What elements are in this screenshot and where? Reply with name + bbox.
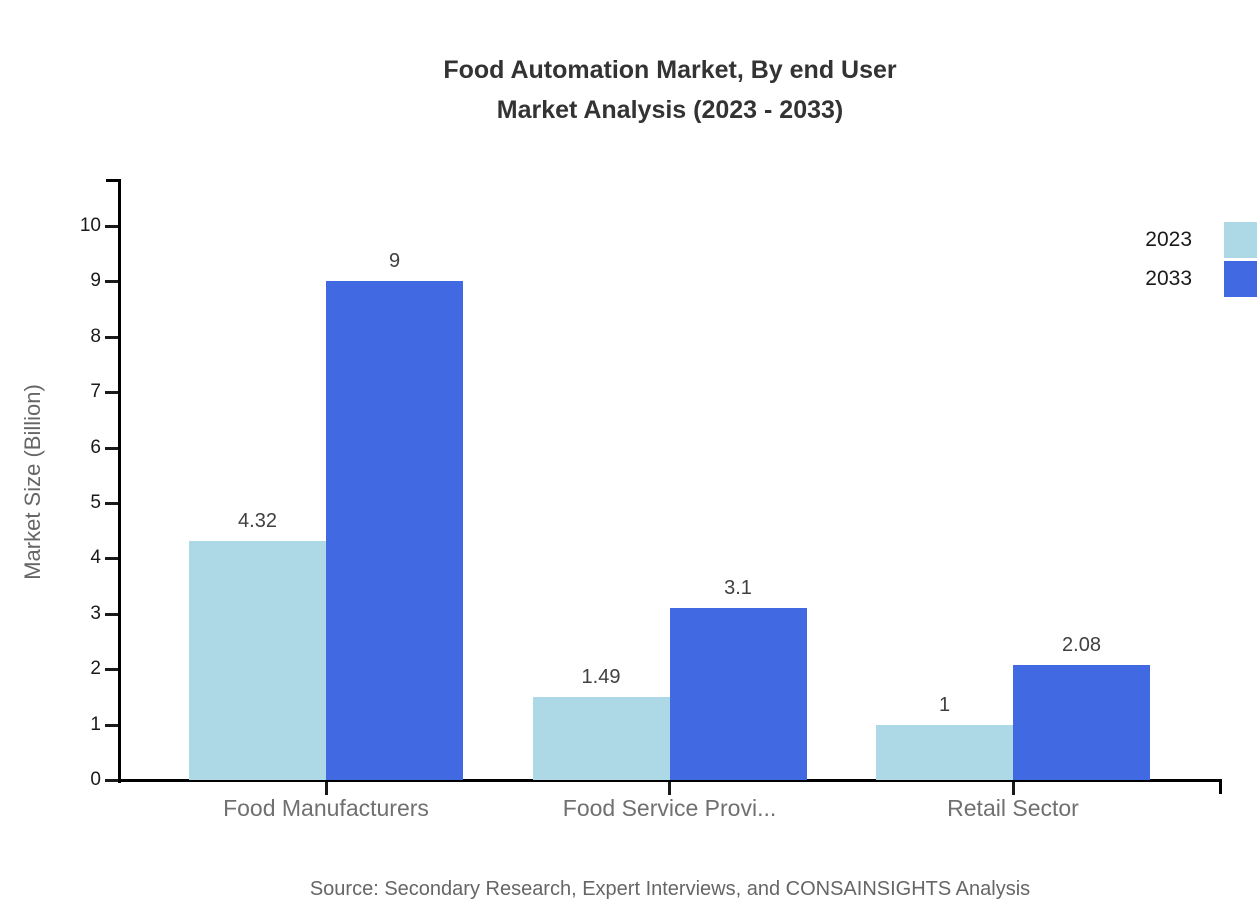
chart-title-line2: Market Analysis (2023 - 2033) — [496, 96, 844, 124]
source-note: Source: Secondary Research, Expert Inter… — [309, 878, 1031, 900]
x-tick-mark — [668, 782, 671, 795]
chart-title: Food Automation Market, By end User Mark… — [80, 50, 1260, 130]
y-tick-label: 3 — [90, 602, 101, 624]
bar-value-label: 1 — [938, 693, 951, 716]
y-axis-line — [118, 179, 121, 783]
y-tick-mark — [105, 335, 118, 339]
bar-value-label: 2.08 — [1062, 633, 1101, 656]
bar-value-label: 1.49 — [581, 666, 621, 689]
category-label-food-manufacturers: Food Manufacturers — [223, 795, 429, 821]
legend-label-2033: 2033 — [1145, 266, 1192, 290]
category-label-retail-sector: Retail Sector — [947, 795, 1079, 821]
y-tick-mark — [105, 723, 118, 727]
bar-2023-food-service-provi — [532, 697, 670, 780]
bar-2023-food-manufacturers — [189, 540, 326, 780]
y-axis-top-cap — [106, 179, 118, 182]
x-axis-line — [118, 779, 1222, 782]
y-tick-mark — [105, 779, 118, 782]
bar-2033-retail-sector — [1013, 664, 1150, 780]
bar-2033-food-service-provi — [669, 608, 807, 780]
y-tick-mark — [105, 391, 118, 395]
y-tick-label: 8 — [90, 325, 101, 347]
legend-item-2033: 2033 — [1100, 260, 1257, 297]
y-tick-label: 1 — [90, 713, 101, 735]
y-tick-label: 6 — [90, 436, 101, 458]
y-tick-label: 0 — [90, 769, 101, 790]
y-tick-label: 2 — [90, 658, 101, 680]
bar-value-label: 4.32 — [238, 509, 277, 532]
category-label-food-service-provi: Food Service Provi... — [562, 795, 777, 821]
x-tick-mark — [1011, 782, 1015, 795]
legend-item-2023: 2023 — [1100, 221, 1257, 258]
y-tick-mark — [105, 668, 118, 672]
y-tick-label: 7 — [90, 381, 101, 403]
y-tick-mark — [105, 612, 118, 616]
chart-title-line1: Food Automation Market, By end User — [443, 56, 897, 84]
x-tick-mark — [324, 782, 328, 795]
legend: 2023 2033 — [1100, 221, 1257, 297]
bar-value-label: 9 — [388, 250, 401, 273]
x-axis-end-cap — [1219, 779, 1222, 794]
y-tick-label: 10 — [79, 215, 101, 236]
legend-label-2023: 2023 — [1145, 227, 1192, 251]
y-tick-mark — [105, 280, 118, 284]
bar-value-label: 3.1 — [724, 577, 752, 600]
y-tick-mark — [105, 557, 118, 561]
y-tick-label: 9 — [90, 270, 101, 292]
y-tick-mark — [105, 446, 118, 450]
y-tick-mark — [105, 502, 118, 505]
y-tick-label: 4 — [90, 547, 101, 569]
y-tick-mark — [105, 225, 118, 228]
bar-2033-food-manufacturers — [326, 281, 463, 780]
legend-swatch-2023 — [1224, 221, 1257, 258]
legend-swatch-2033 — [1224, 260, 1257, 297]
bar-2023-retail-sector — [876, 724, 1013, 780]
y-tick-label: 5 — [90, 492, 101, 513]
